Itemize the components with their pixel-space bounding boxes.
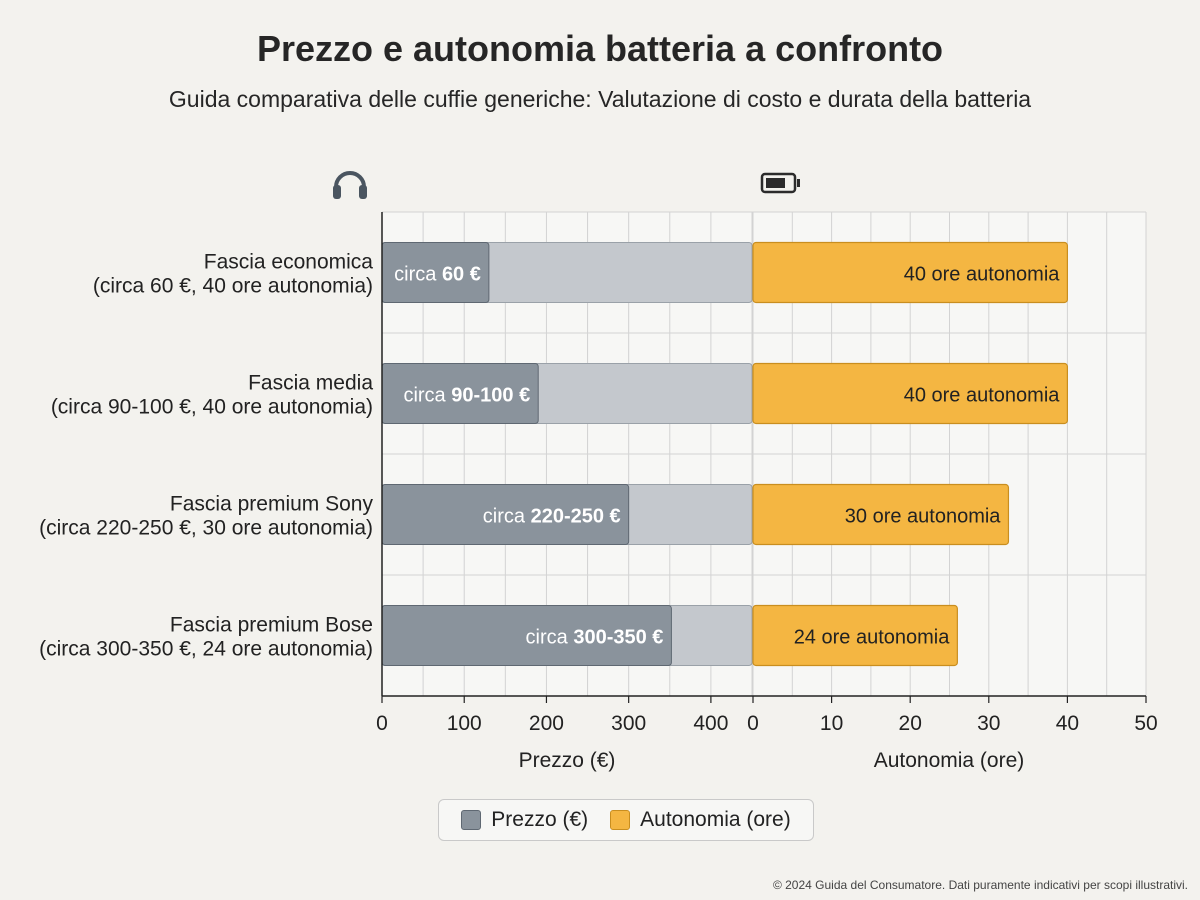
legend-item-price: Prezzo (€) [461, 808, 588, 832]
battery-bar [752, 241, 1068, 304]
legend-swatch-battery [610, 810, 631, 830]
price-tick-label: 100 [447, 712, 482, 735]
battery-bar-label: 24 ore autonomia [794, 627, 951, 649]
battery-bar [752, 483, 1010, 546]
legend-item-battery: Autonomia (ore) [610, 808, 791, 832]
headphones-icon [333, 171, 367, 199]
category-label: Fascia media [248, 372, 373, 395]
battery-tick-label: 50 [1134, 712, 1157, 735]
price-bar-label: circa 60 € [394, 264, 481, 286]
battery-tick-label: 30 [977, 712, 1000, 735]
legend-swatch-price [461, 810, 482, 830]
chart-title: Prezzo e autonomia batteria a confronto [256, 28, 944, 69]
chart-subtitle: Guida comparativa delle cuffie generiche… [168, 86, 1032, 112]
price-tick-label: 200 [529, 712, 564, 735]
battery-bar-label: 40 ore autonomia [904, 264, 1061, 286]
battery-tick-label: 0 [747, 712, 759, 735]
footer-note: © 2024 Guida del Consumatore. Dati puram… [772, 878, 1188, 892]
price-bar-label: circa 220-250 € [483, 506, 621, 528]
battery-bar-label: 30 ore autonomia [845, 506, 1002, 528]
price-bar-label: circa 90-100 € [403, 385, 530, 407]
battery-axis-title: Autonomia (ore) [874, 749, 1025, 772]
battery-bar [752, 604, 958, 667]
category-sublabel: (circa 300-350 €, 24 ore autonomia) [39, 638, 373, 661]
category-label: Fascia premium Bose [170, 614, 373, 637]
battery-icon [760, 172, 800, 194]
battery-tick-label: 40 [1056, 712, 1079, 735]
axes: Fascia economica(circa 60 €, 40 ore auto… [39, 212, 1158, 772]
price-tick-label: 400 [693, 712, 728, 735]
legend-label-price: Prezzo (€) [491, 808, 589, 831]
battery-bar-label: 40 ore autonomia [904, 385, 1061, 407]
legend: Prezzo (€) Autonomia (ore) [438, 799, 814, 841]
price-bar-label: circa 300-350 € [526, 627, 664, 649]
bars: circa 60 € 40 ore autonomia circa 90-100 €… [381, 241, 1068, 667]
battery-bar [752, 362, 1068, 425]
legend-label-battery: Autonomia (ore) [640, 808, 791, 831]
category-label: Fascia premium Sony [170, 493, 374, 516]
category-label: Fascia economica [204, 251, 374, 274]
category-sublabel: (circa 90-100 €, 40 ore autonomia) [51, 396, 373, 419]
price-axis-title: Prezzo (€) [519, 749, 616, 772]
category-sublabel: (circa 60 €, 40 ore autonomia) [93, 275, 373, 298]
battery-tick-label: 10 [820, 712, 843, 735]
battery-tick-label: 20 [899, 712, 922, 735]
price-tick-label: 0 [376, 712, 388, 735]
price-tick-label: 300 [611, 712, 646, 735]
category-sublabel: (circa 220-250 €, 30 ore autonomia) [39, 517, 373, 540]
